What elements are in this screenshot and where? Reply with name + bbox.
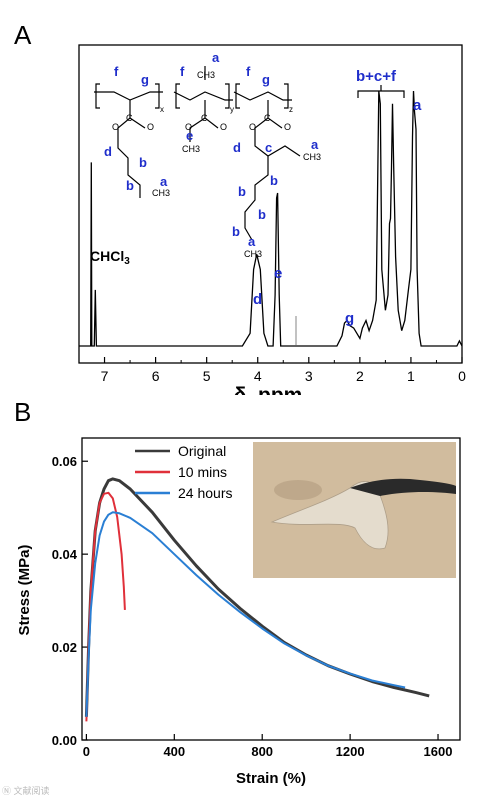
struct-ch3-bottom: CH3 xyxy=(244,249,262,259)
struct-label-b6: b xyxy=(232,224,240,239)
stress-strain-chart: 0 400 800 1200 1600 0.00 0.02 0.04 0.06 Original… xyxy=(16,437,461,787)
struct-o6: O xyxy=(249,122,256,132)
nmr-x-tick-label: 7 xyxy=(101,368,109,384)
peak-label-a: a xyxy=(413,97,422,114)
struct-o1: O xyxy=(147,122,154,132)
legend-label-24-hours: 24 hours xyxy=(178,485,232,501)
struct-label-a2: a xyxy=(160,174,168,189)
struct-label-g2: g xyxy=(262,72,270,87)
struct-label-f3: f xyxy=(246,64,251,79)
struct-label-f1: f xyxy=(114,64,119,79)
struct-c1: C xyxy=(126,113,133,123)
struct-label-b3: b xyxy=(270,173,278,188)
stress-axis-ticks: 0 400 800 1200 1600 0.00 0.02 0.04 0.06 xyxy=(52,454,453,759)
struct-label-a3: a xyxy=(311,137,319,152)
legend: Original 10 mins 24 hours xyxy=(135,443,232,501)
nmr-x-ticks: 7 6 5 4 3 2 1 0 xyxy=(78,357,466,384)
x-tick-label: 0 xyxy=(83,744,90,759)
struct-label-b4: b xyxy=(238,184,246,199)
x-tick-label: 400 xyxy=(163,744,185,759)
struct-label-a1: a xyxy=(212,50,220,65)
x-tick-label: 800 xyxy=(251,744,273,759)
peak-label-e: e xyxy=(274,265,282,282)
struct-sub-x: x xyxy=(160,105,164,114)
sample-photo xyxy=(253,442,456,578)
struct-label-b2: b xyxy=(126,178,134,193)
nmr-x-axis-label: δ, ppm xyxy=(234,384,303,395)
struct-label-d2: d xyxy=(233,140,241,155)
struct-ch3-left: CH3 xyxy=(152,188,170,198)
polymer-structure-diagram xyxy=(94,66,301,241)
struct-label-d1: d xyxy=(104,144,112,159)
struct-label-f2: f xyxy=(180,64,185,79)
structure-atom-labels: CH3 CH3 CH3 CH3 CH3 O O O O O O C C C xyxy=(112,70,321,259)
struct-ch3-top: CH3 xyxy=(197,70,215,80)
nmr-x-tick-label: 2 xyxy=(356,368,364,384)
x-tick-label: 1200 xyxy=(336,744,365,759)
struct-o3: O xyxy=(220,122,227,132)
y-tick-label: 0.00 xyxy=(52,733,77,748)
series-line-10-mins xyxy=(85,491,126,722)
y-tick-label: 0.06 xyxy=(52,454,77,469)
structure-labels: f g f a f g a e d b b a d c a b b b b a xyxy=(104,50,319,249)
peak-label-d: d xyxy=(253,291,262,308)
nmr-x-tick-label: 0 xyxy=(458,368,466,384)
nmr-x-tick-label: 3 xyxy=(305,368,313,384)
struct-sub-y: y xyxy=(230,105,234,114)
struct-label-a4: a xyxy=(248,234,256,249)
peak-label-group: b+c+f xyxy=(356,68,397,85)
series-line-24-hours xyxy=(85,511,406,717)
struct-sub-z: z xyxy=(289,105,293,114)
nmr-x-tick-label: 4 xyxy=(254,368,262,384)
struct-o4: O xyxy=(185,122,192,132)
peak-label-g: g xyxy=(345,310,354,327)
solvent-label-base: CHCl xyxy=(90,248,124,264)
legend-label-10-mins: 10 mins xyxy=(178,464,227,480)
legend-label-original: Original xyxy=(178,443,226,459)
struct-c3: C xyxy=(264,113,271,123)
struct-label-e: e xyxy=(186,128,193,143)
struct-c2: C xyxy=(201,113,208,123)
stress-y-axis-label: Stress (MPa) xyxy=(16,545,33,636)
struct-o5: O xyxy=(284,122,291,132)
panel-a-label: A xyxy=(14,20,32,50)
nmr-spectrum-line xyxy=(79,90,463,347)
x-tick-label: 1600 xyxy=(424,744,453,759)
panel-b-label: B xyxy=(14,397,32,427)
y-tick-label: 0.04 xyxy=(52,547,78,562)
struct-label-c: c xyxy=(265,140,272,155)
watermark: Ⓝ 文献阅读 xyxy=(2,786,50,796)
nmr-x-tick-label: 6 xyxy=(152,368,160,384)
peak-group-bracket xyxy=(357,85,405,98)
struct-ch3-mid: CH3 xyxy=(182,144,200,154)
nmr-x-tick-label: 1 xyxy=(407,368,415,384)
solvent-label: CHCl3 xyxy=(90,248,130,267)
stress-plot-frame xyxy=(81,437,461,741)
struct-ch3-right: CH3 xyxy=(303,152,321,162)
solvent-label-sub: 3 xyxy=(124,256,130,267)
nmr-x-tick-label: 5 xyxy=(203,368,211,384)
structure-subscripts: x y z xyxy=(160,105,293,114)
struct-label-b5: b xyxy=(258,207,266,222)
struct-label-g1: g xyxy=(141,72,149,87)
y-tick-label: 0.02 xyxy=(52,640,77,655)
struct-label-b1: b xyxy=(139,155,147,170)
struct-o2: O xyxy=(112,122,119,132)
nmr-plot-frame xyxy=(78,44,463,364)
stress-x-axis-label: Strain (%) xyxy=(236,770,306,787)
stress-series-group xyxy=(84,477,430,722)
